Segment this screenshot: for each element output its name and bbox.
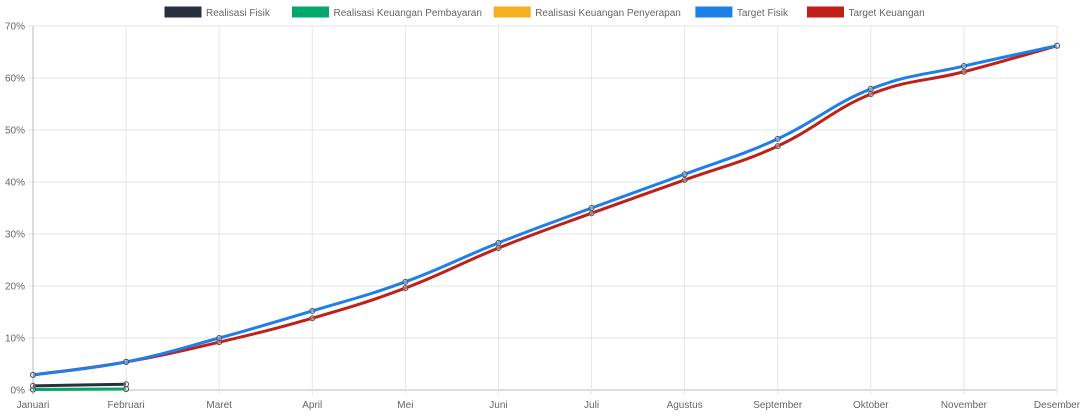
x-tick-label: Februari [107, 400, 144, 411]
x-tick-label: November [941, 400, 988, 411]
x-tick-label: September [753, 400, 803, 411]
data-point [1054, 42, 1060, 49]
x-tick-label: Juli [584, 400, 599, 411]
legend-label: Target Keuangan [849, 8, 925, 19]
legend-label: Realisasi Keuangan Pembayaran [334, 8, 482, 19]
x-tick-label: Juni [489, 400, 507, 411]
data-point [867, 85, 874, 92]
y-tick-label: 10% [5, 334, 25, 345]
data-point [495, 245, 502, 252]
y-tick-label: 0% [11, 386, 26, 397]
data-point [30, 371, 36, 378]
series-line-target-keuangan [32, 44, 1058, 377]
legend-label: Target Fisik [737, 8, 789, 19]
y-tick-label: 70% [5, 22, 25, 33]
data-point [402, 278, 409, 285]
data-point [681, 176, 688, 183]
x-tick-label: Oktober [853, 400, 889, 411]
data-point [216, 335, 223, 341]
data-point [960, 68, 967, 75]
x-tick-label: Desember [1034, 400, 1081, 411]
y-tick-label: 30% [5, 230, 25, 241]
data-point [123, 381, 130, 388]
x-tick-label: Januari [17, 400, 50, 411]
legend-swatch [163, 5, 203, 19]
legend-label: Realisasi Keuangan Penyerapan [535, 8, 681, 19]
data-point [309, 307, 316, 314]
data-point [681, 171, 688, 178]
data-point [588, 205, 595, 211]
data-point [588, 210, 595, 217]
x-tick-label: Maret [206, 400, 232, 411]
x-tick-label: Mei [397, 400, 413, 411]
y-tick-label: 50% [5, 126, 25, 137]
data-point [30, 382, 36, 389]
series-line-realisasi-keuangan-pembayaran [32, 387, 127, 391]
series-line-target-fisik [32, 44, 1058, 377]
y-tick-label: 40% [5, 178, 25, 189]
legend-label: Realisasi Fisik [206, 8, 271, 19]
y-tick-label: 60% [5, 74, 25, 85]
x-tick-label: April [302, 400, 322, 411]
data-point [495, 239, 502, 246]
series-line-realisasi-fisik [32, 382, 127, 388]
data-point [960, 63, 967, 70]
data-point [123, 358, 130, 365]
data-point [402, 285, 409, 292]
data-point [216, 339, 223, 346]
legend-swatch [291, 5, 330, 19]
data-point [867, 91, 874, 98]
y-tick-label: 20% [5, 282, 25, 293]
legend-swatch [694, 5, 734, 19]
legend-swatch [806, 5, 845, 19]
x-tick-label: Agustus [667, 400, 703, 411]
data-point [309, 315, 316, 322]
data-point [774, 143, 781, 150]
legend-swatch [492, 5, 532, 19]
data-point [774, 135, 781, 142]
